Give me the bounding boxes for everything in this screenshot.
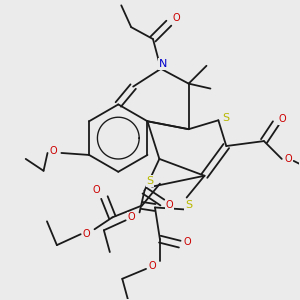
Text: S: S bbox=[185, 200, 192, 211]
Text: O: O bbox=[148, 261, 156, 271]
Text: S: S bbox=[146, 176, 154, 186]
Text: O: O bbox=[50, 146, 57, 156]
Text: O: O bbox=[93, 184, 100, 195]
Text: O: O bbox=[83, 229, 90, 239]
Text: S: S bbox=[223, 113, 230, 123]
Text: O: O bbox=[285, 154, 292, 164]
Text: O: O bbox=[279, 114, 286, 124]
Text: O: O bbox=[173, 13, 181, 23]
Text: O: O bbox=[128, 212, 135, 222]
Text: N: N bbox=[159, 59, 167, 69]
Text: O: O bbox=[166, 200, 173, 211]
Text: O: O bbox=[184, 237, 191, 247]
